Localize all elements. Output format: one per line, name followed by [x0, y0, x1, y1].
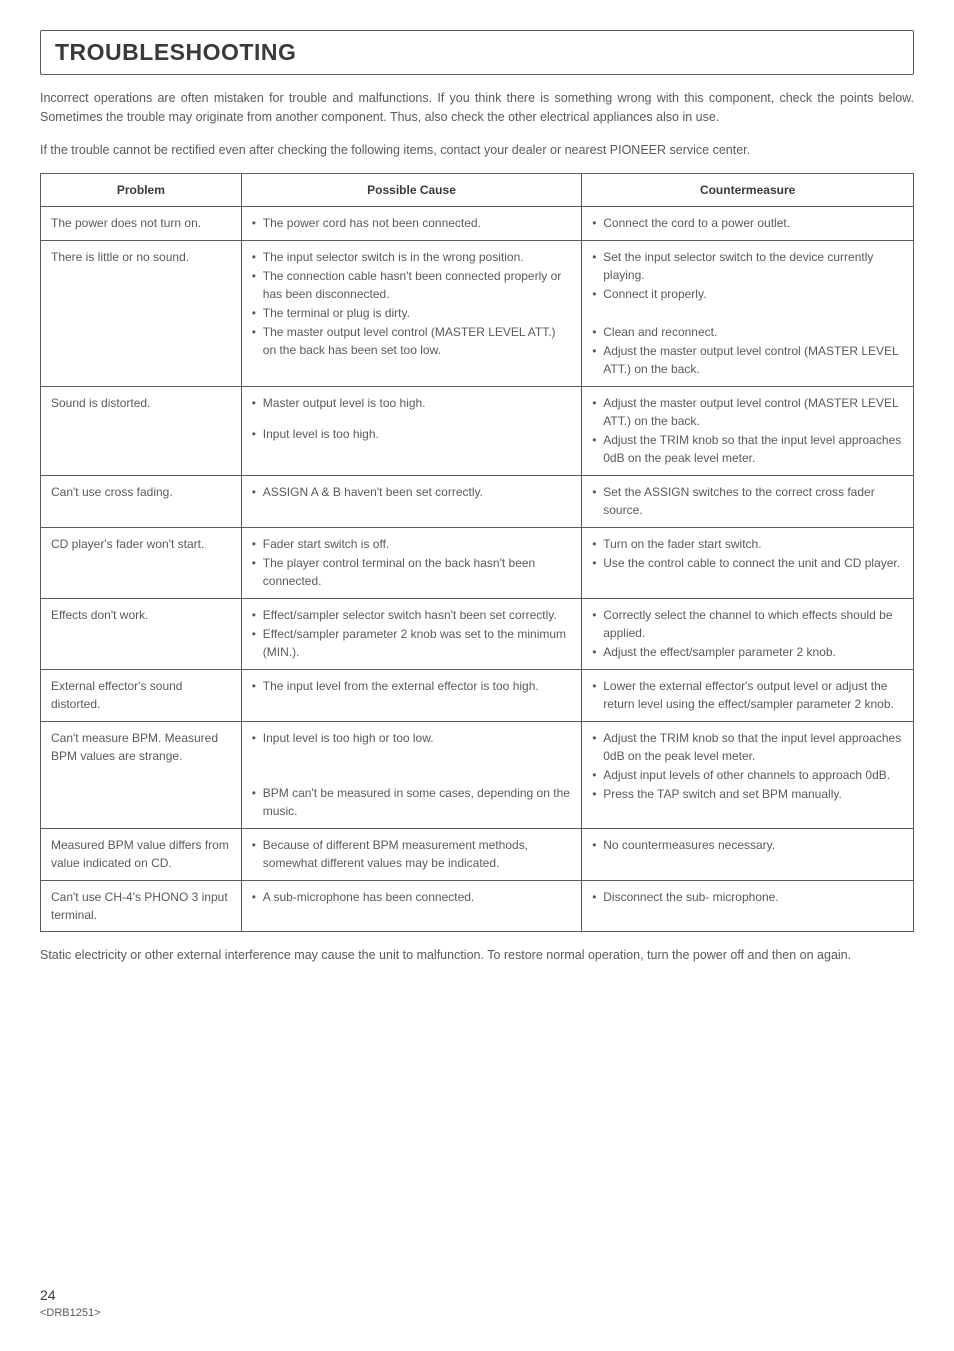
countermeasure-item: Adjust the TRIM knob so that the input l… [592, 729, 903, 765]
table-row: Effects don't work. Effect/sampler select… [41, 599, 914, 670]
countermeasure-item: Adjust the effect/sampler parameter 2 kn… [592, 643, 903, 661]
cause-item: Input level is too high or too low. [252, 729, 571, 747]
table-row: Measured BPM value differs from value in… [41, 829, 914, 881]
intro-paragraph-2: If the trouble cannot be rectified even … [40, 141, 914, 160]
problem-cell: The power does not turn on. [41, 207, 242, 241]
countermeasure-item: Lower the external effector's output lev… [592, 677, 903, 713]
cause-item: The power cord has not been connected. [252, 214, 571, 232]
problem-cell: There is little or no sound. [41, 241, 242, 387]
countermeasure-item: Clean and reconnect. [592, 323, 903, 341]
countermeasure-cell: Set the ASSIGN switches to the correct c… [582, 476, 914, 528]
countermeasure-item: Adjust the TRIM knob so that the input l… [592, 431, 903, 467]
cause-cell: Input level is too high or too low. BPM … [241, 722, 581, 829]
problem-cell: Measured BPM value differs from value in… [41, 829, 242, 881]
troubleshooting-table: Problem Possible Cause Countermeasure Th… [40, 173, 914, 932]
cause-cell: Master output level is too high. Input l… [241, 387, 581, 476]
page-footer: 24 <DRB1251> [40, 1286, 101, 1321]
cause-item: The terminal or plug is dirty. [252, 304, 571, 322]
table-row: Can't use CH-4's PHONO 3 input terminal.… [41, 881, 914, 932]
table-row: The power does not turn on. The power cor… [41, 207, 914, 241]
cause-item [252, 772, 571, 784]
countermeasure-item: Turn on the fader start switch. [592, 535, 903, 553]
countermeasure-item: Set the input selector switch to the dev… [592, 248, 903, 284]
table-row: Sound is distorted.Master output level i… [41, 387, 914, 476]
countermeasure-cell: Disconnect the sub- microphone. [582, 881, 914, 932]
table-header-row: Problem Possible Cause Countermeasure [41, 174, 914, 207]
intro-paragraph-1: Incorrect operations are often mistaken … [40, 89, 914, 127]
countermeasure-cell: Adjust the master output level control (… [582, 387, 914, 476]
countermeasure-item: Correctly select the channel to which ef… [592, 606, 903, 642]
cause-item: Effect/sampler parameter 2 knob was set … [252, 625, 571, 661]
cause-item: Fader start switch is off. [252, 535, 571, 553]
countermeasure-item [592, 304, 903, 322]
problem-cell: Sound is distorted. [41, 387, 242, 476]
cause-cell: A sub-microphone has been connected. [241, 881, 581, 932]
doc-ref: <DRB1251> [40, 1307, 101, 1319]
page-number: 24 [40, 1287, 56, 1303]
countermeasure-item: Connect the cord to a power outlet. [592, 214, 903, 232]
cause-item: Because of different BPM measurement met… [252, 836, 571, 872]
table-row: Can't use cross fading. ASSIGN A & B have… [41, 476, 914, 528]
countermeasure-cell: Adjust the TRIM knob so that the input l… [582, 722, 914, 829]
cause-cell: ASSIGN A & B haven't been set correctly. [241, 476, 581, 528]
problem-cell: External effector's sound distorted. [41, 670, 242, 722]
cause-item: The input level from the external effect… [252, 677, 571, 695]
countermeasure-item: Adjust the master output level control (… [592, 342, 903, 378]
cause-item [252, 748, 571, 760]
header-problem: Problem [41, 174, 242, 207]
cause-cell: Fader start switch is off.The player con… [241, 528, 581, 599]
problem-cell: Can't use CH-4's PHONO 3 input terminal. [41, 881, 242, 932]
countermeasure-item: No countermeasures necessary. [592, 836, 903, 854]
cause-item: Effect/sampler selector switch hasn't be… [252, 606, 571, 624]
table-row: External effector's sound distorted. The … [41, 670, 914, 722]
problem-cell: Can't measure BPM. Measured BPM values a… [41, 722, 242, 829]
problem-cell: CD player's fader won't start. [41, 528, 242, 599]
countermeasure-item: Set the ASSIGN switches to the correct c… [592, 483, 903, 519]
table-row: CD player's fader won't start.Fader star… [41, 528, 914, 599]
cause-item: A sub-microphone has been connected. [252, 888, 571, 906]
cause-item: ASSIGN A & B haven't been set correctly. [252, 483, 571, 501]
header-counter: Countermeasure [582, 174, 914, 207]
countermeasure-cell: No countermeasures necessary. [582, 829, 914, 881]
cause-item: The player control terminal on the back … [252, 554, 571, 590]
problem-cell: Can't use cross fading. [41, 476, 242, 528]
countermeasure-item: Disconnect the sub- microphone. [592, 888, 903, 906]
table-row: There is little or no sound. The input se… [41, 241, 914, 387]
countermeasure-item: Press the TAP switch and set BPM manuall… [592, 785, 903, 803]
countermeasure-cell: Lower the external effector's output lev… [582, 670, 914, 722]
cause-item: The connection cable hasn't been connect… [252, 267, 571, 303]
countermeasure-item: Adjust the master output level control (… [592, 394, 903, 430]
cause-item: BPM can't be measured in some cases, dep… [252, 784, 571, 820]
problem-cell: Effects don't work. [41, 599, 242, 670]
cause-item [252, 760, 571, 772]
cause-cell: The input level from the external effect… [241, 670, 581, 722]
countermeasure-cell: Correctly select the channel to which ef… [582, 599, 914, 670]
countermeasure-cell: Turn on the fader start switch.Use the c… [582, 528, 914, 599]
page-title: TROUBLESHOOTING [55, 39, 899, 66]
cause-item: Input level is too high. [252, 425, 571, 443]
cause-item [252, 413, 571, 425]
cause-cell: Because of different BPM measurement met… [241, 829, 581, 881]
cause-item: The master output level control (MASTER … [252, 323, 571, 359]
cause-cell: The power cord has not been connected. [241, 207, 581, 241]
title-box: TROUBLESHOOTING [40, 30, 914, 75]
countermeasure-cell: Set the input selector switch to the dev… [582, 241, 914, 387]
countermeasure-cell: Connect the cord to a power outlet. [582, 207, 914, 241]
header-cause: Possible Cause [241, 174, 581, 207]
countermeasure-item: Use the control cable to connect the uni… [592, 554, 903, 572]
cause-cell: Effect/sampler selector switch hasn't be… [241, 599, 581, 670]
footnote: Static electricity or other external int… [40, 946, 914, 965]
table-row: Can't measure BPM. Measured BPM values a… [41, 722, 914, 829]
cause-item: The input selector switch is in the wron… [252, 248, 571, 266]
cause-item: Master output level is too high. [252, 394, 571, 412]
countermeasure-item: Adjust input levels of other channels to… [592, 766, 903, 784]
countermeasure-item: Connect it properly. [592, 285, 903, 303]
cause-cell: The input selector switch is in the wron… [241, 241, 581, 387]
